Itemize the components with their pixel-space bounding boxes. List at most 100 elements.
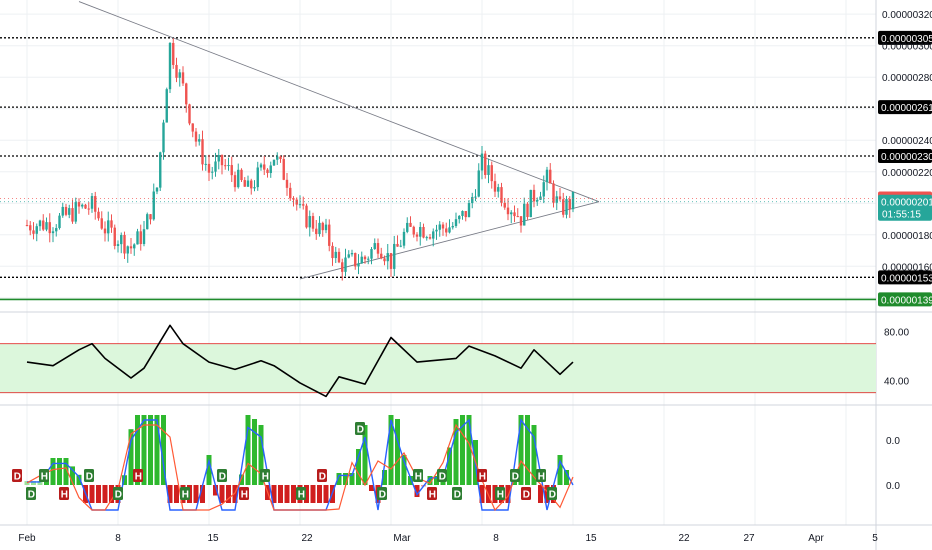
signal-marker-label: D — [28, 490, 35, 501]
candle-body — [493, 181, 497, 192]
candle-body — [406, 222, 409, 232]
macd-bar — [76, 474, 82, 485]
signal-marker-label: H — [479, 472, 486, 483]
signal-marker — [355, 422, 365, 435]
candle-body — [357, 263, 360, 267]
macd-bar — [109, 485, 114, 503]
macd-bar — [538, 485, 543, 503]
candle-body — [305, 205, 308, 228]
candle-body — [471, 197, 474, 204]
candle-body — [318, 222, 321, 235]
macd-bar — [206, 455, 212, 485]
candle-body — [445, 228, 448, 233]
candle-body — [503, 202, 506, 208]
candle-body — [360, 256, 363, 264]
price-tick: 0.00000180 — [882, 231, 932, 242]
candle-body — [435, 229, 438, 232]
signal-marker — [377, 487, 387, 500]
candle-body — [432, 231, 435, 239]
candle-body — [295, 199, 298, 205]
candle-body — [45, 222, 48, 230]
candle-body — [71, 208, 74, 222]
macd-bar — [239, 474, 244, 485]
signal-marker — [39, 469, 49, 482]
macd-tick: 0.0 — [886, 481, 900, 492]
candle-body — [266, 169, 269, 174]
candle-body — [298, 204, 302, 206]
macd-bar — [427, 476, 433, 485]
candle-body — [383, 258, 386, 262]
candle-body — [458, 215, 461, 220]
candle-body — [350, 253, 354, 255]
candle-body — [48, 222, 51, 234]
candle-body — [272, 159, 276, 166]
candle-body — [506, 207, 510, 215]
candle-body — [441, 224, 445, 229]
level-label: 0.00000139 — [881, 295, 932, 306]
macd-bar — [284, 485, 290, 503]
macd-bar — [382, 470, 387, 485]
candle-body — [497, 187, 500, 192]
candle-body — [81, 204, 84, 207]
candle-body — [74, 202, 77, 222]
candle-body — [198, 139, 201, 142]
candle-body — [149, 214, 152, 220]
candle-body — [292, 198, 295, 200]
signal-marker-label: H — [415, 472, 422, 483]
candle-body — [94, 196, 97, 212]
signal-marker — [521, 487, 531, 500]
candle-body — [159, 152, 162, 188]
candle-body — [181, 72, 185, 84]
candle-body — [438, 224, 441, 230]
candle-body — [61, 206, 64, 216]
time-tick: Feb — [18, 533, 36, 544]
candle-body — [35, 226, 38, 234]
signal-marker — [452, 487, 462, 500]
candle-body — [123, 235, 126, 254]
macd-bar — [174, 485, 179, 503]
signal-marker — [427, 487, 437, 500]
macd-bar — [369, 485, 374, 491]
macd-bar — [304, 485, 309, 503]
macd-bar — [213, 485, 218, 496]
macd-bar — [57, 458, 62, 485]
candle-body — [571, 191, 575, 210]
candle-body — [214, 161, 217, 172]
rsi-panel — [26, 324, 574, 398]
price-tick: 0.00000280 — [882, 73, 932, 84]
signal-marker-label: D — [523, 490, 530, 501]
macd-bar — [148, 415, 153, 485]
candle-body — [207, 163, 211, 173]
candle-body — [204, 163, 207, 165]
price-tag-label: 0.00000201 — [881, 198, 932, 209]
time-tick: 8 — [115, 533, 121, 544]
candle-body — [146, 214, 149, 230]
signal-marker-label: D — [379, 490, 386, 501]
candle-body — [136, 231, 139, 245]
macd-bar — [453, 419, 459, 485]
macd-bar — [37, 481, 43, 485]
candle-body — [474, 196, 477, 198]
macd-bar — [128, 429, 134, 485]
candle-body — [562, 199, 565, 215]
candle-body — [409, 222, 412, 227]
candle-body — [68, 208, 71, 215]
candle-body — [568, 199, 571, 210]
macd-bar — [50, 458, 56, 485]
macd-bar — [408, 476, 413, 485]
time-tick: Apr — [808, 533, 824, 544]
signal-marker — [113, 487, 123, 500]
candle-body — [107, 220, 110, 234]
macd-bar — [395, 419, 400, 485]
signal-marker-label: H — [241, 490, 248, 501]
time-tick: 27 — [743, 533, 755, 544]
level-label: 0.00000261 — [881, 103, 932, 114]
candle-body — [126, 246, 129, 254]
signal-marker-label: H — [41, 472, 48, 483]
macd-bar — [414, 485, 420, 497]
macd-bar — [564, 470, 569, 485]
macd-bar — [258, 425, 264, 485]
candle-body — [565, 199, 568, 215]
signal-marker-label: H — [298, 490, 305, 501]
candle-body — [55, 228, 58, 232]
